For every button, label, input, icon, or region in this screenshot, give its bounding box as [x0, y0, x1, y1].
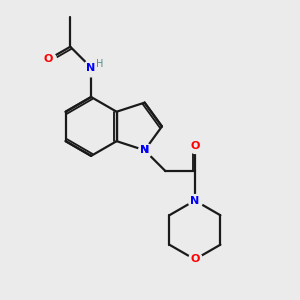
Text: O: O	[190, 141, 200, 151]
Text: N: N	[140, 145, 149, 155]
Text: N: N	[86, 63, 96, 73]
Text: N: N	[140, 145, 149, 155]
Text: H: H	[96, 59, 103, 69]
Text: O: O	[190, 254, 200, 264]
Text: N: N	[190, 196, 200, 206]
Text: O: O	[44, 54, 53, 64]
